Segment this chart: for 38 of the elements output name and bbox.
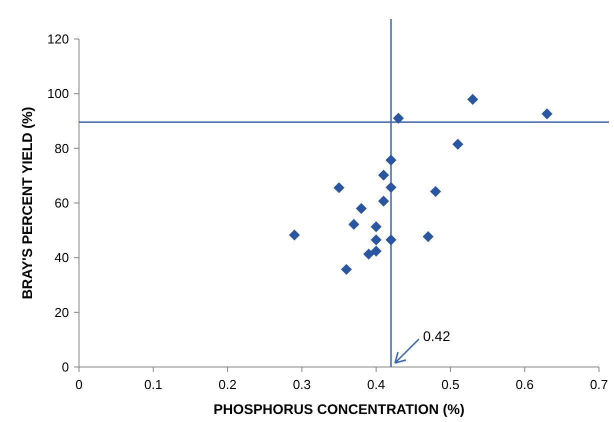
point xyxy=(363,248,374,260)
x-axis-title: PHOSPHORUS CONCENTRATION (%) xyxy=(214,401,464,417)
y-tick-label: 100 xyxy=(47,86,69,102)
point xyxy=(334,182,344,194)
x-tick-label: 0.4 xyxy=(367,377,386,392)
point xyxy=(386,154,396,166)
point xyxy=(378,196,390,207)
point xyxy=(378,170,390,181)
y-tick-label: 60 xyxy=(54,196,69,211)
x-tick-label: 0.3 xyxy=(292,377,311,392)
point xyxy=(370,234,382,246)
point xyxy=(452,138,464,150)
y-tick-label: 0 xyxy=(62,360,69,375)
point xyxy=(467,94,478,105)
x-tick-label: 0.1 xyxy=(144,377,162,392)
x-tick-label: 0.7 xyxy=(590,377,608,392)
point xyxy=(386,182,396,193)
x-tick-label: 0 xyxy=(75,377,83,392)
x-tick-label: 0.6 xyxy=(516,377,534,392)
point xyxy=(386,234,396,246)
point xyxy=(356,202,367,214)
x-tick-label: 0.5 xyxy=(441,377,460,392)
x-tick-label: 0.2 xyxy=(218,377,237,392)
point xyxy=(340,264,352,275)
y-tick-label: 40 xyxy=(54,250,69,266)
y-tick-label: 20 xyxy=(54,304,69,320)
ref-line-label: 0.42 xyxy=(423,328,450,344)
y-tick-label: 80 xyxy=(54,140,69,156)
point xyxy=(288,230,300,240)
y-axis-title: BRAY'S PERCENT YIELD (%) xyxy=(19,106,35,300)
point xyxy=(422,231,434,242)
point xyxy=(370,221,382,232)
point xyxy=(392,112,404,124)
point xyxy=(542,108,552,120)
point xyxy=(348,218,360,230)
y-tick-label: 120 xyxy=(47,32,69,47)
point xyxy=(370,246,382,257)
point xyxy=(430,186,442,197)
